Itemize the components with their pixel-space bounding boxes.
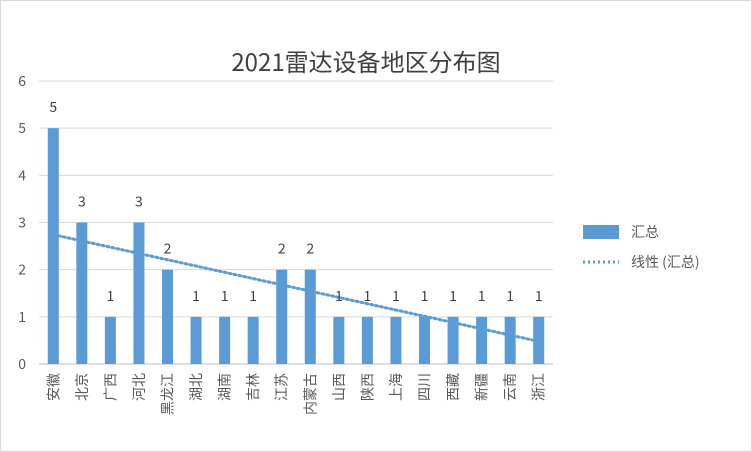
x-tick-label: 云南 — [500, 373, 520, 401]
x-tick-label: 河北 — [129, 373, 149, 401]
data-label: 1 — [392, 286, 400, 306]
x-tick-label: 浙江 — [529, 373, 549, 401]
trendline — [51, 233, 541, 343]
data-label: 1 — [478, 286, 486, 306]
data-label: 1 — [506, 286, 514, 306]
bars — [47, 128, 545, 364]
legend-label-series: 汇总 — [631, 222, 659, 242]
data-label: 2 — [164, 239, 172, 259]
data-label: 5 — [49, 97, 57, 117]
data-label: 2 — [278, 239, 286, 259]
data-label: 1 — [192, 286, 200, 306]
gridlines — [39, 80, 553, 365]
data-label: 1 — [449, 286, 457, 306]
x-tick-label: 黑龙江 — [158, 373, 178, 415]
bar — [419, 316, 430, 364]
x-tick-label: 安徽 — [43, 373, 63, 401]
bar — [76, 222, 88, 364]
x-tick-label: 山西 — [329, 373, 349, 401]
bar — [476, 316, 488, 364]
x-tick-label: 西藏 — [443, 373, 463, 401]
bar — [447, 316, 459, 364]
data-label: 2 — [306, 239, 314, 259]
data-label: 1 — [249, 286, 257, 306]
bar — [333, 316, 345, 364]
y-axis-ticks: 0 1 2 3 4 5 6 — [18, 71, 26, 374]
x-tick-label: 湖南 — [215, 373, 235, 401]
x-tick-label: 吉林 — [243, 373, 263, 401]
bar — [504, 316, 516, 364]
bar — [104, 316, 116, 364]
x-tick-label: 内蒙古 — [300, 373, 320, 415]
chart-title: 2021雷达设备地区分布图 — [231, 43, 500, 78]
y-tick-label: 1 — [18, 307, 26, 327]
data-label: 1 — [335, 286, 343, 306]
x-tick-label: 上海 — [386, 373, 406, 401]
y-tick-label: 4 — [18, 165, 26, 185]
y-tick-label: 0 — [18, 354, 26, 374]
y-tick-label: 2 — [18, 260, 26, 280]
y-tick-label: 3 — [18, 213, 26, 233]
x-axis-categories: 安徽 北京 广西 河北 黑龙江 湖北 湖南 吉林 江苏 内蒙古 山西 陕西 上海 四川 西藏 新疆 云南 浙江 — [43, 373, 548, 415]
data-label: 1 — [421, 286, 429, 306]
x-tick-label: 陕西 — [357, 373, 377, 401]
x-tick-label: 江苏 — [272, 373, 292, 401]
x-tick-label: 广西 — [100, 373, 120, 401]
bar — [390, 316, 402, 364]
legend-swatch-bar — [583, 225, 619, 239]
bar — [247, 316, 259, 364]
bar — [190, 316, 202, 364]
x-tick-label: 四川 — [415, 373, 435, 401]
y-tick-label: 6 — [18, 71, 26, 91]
x-tick-label: 新疆 — [472, 373, 492, 401]
trendline-layer — [51, 233, 541, 343]
bar — [276, 269, 288, 364]
data-label: 3 — [78, 192, 86, 212]
bar — [219, 316, 231, 364]
x-tick-label: 湖北 — [186, 373, 206, 401]
data-label: 1 — [221, 286, 229, 306]
legend-label-trendline: 线性 (汇总) — [631, 252, 700, 272]
y-tick-label: 5 — [18, 118, 26, 138]
data-label: 3 — [135, 192, 143, 212]
bar — [133, 222, 145, 364]
bar — [47, 128, 59, 364]
data-label: 1 — [535, 286, 543, 306]
legend: 汇总 线性 (汇总) — [583, 222, 700, 272]
bar — [304, 269, 316, 364]
x-tick-label: 北京 — [72, 373, 92, 401]
bar — [162, 269, 173, 364]
data-label: 1 — [363, 286, 371, 306]
bar — [361, 316, 373, 364]
data-label: 1 — [106, 286, 114, 306]
